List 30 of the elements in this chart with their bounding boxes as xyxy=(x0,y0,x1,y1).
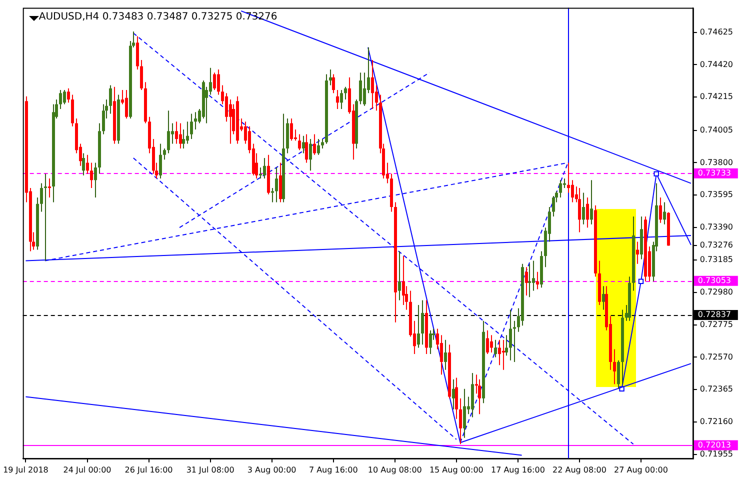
x-tick-label: 10 Aug 08:00 xyxy=(368,465,422,474)
y-tick-label: 0.74005 xyxy=(700,125,734,134)
x-tick-label: 22 Aug 08:00 xyxy=(552,465,606,474)
y-tick-label: 0.72160 xyxy=(700,417,734,426)
y-tick-label: 0.73800 xyxy=(700,158,734,167)
y-tick-label: 0.74625 xyxy=(700,27,734,36)
y-tick-label: 0.72980 xyxy=(700,287,734,296)
y-tick-label: 0.73185 xyxy=(700,255,734,264)
y-tick-label: 0.74420 xyxy=(700,60,734,69)
y-tick-label: 0.71955 xyxy=(700,450,734,459)
x-tick-label: 19 Jul 2018 xyxy=(3,465,48,474)
y-tick-label: 0.73595 xyxy=(700,190,734,200)
x-tick-label: 31 Jul 08:00 xyxy=(186,465,234,474)
x-tick-label: 17 Aug 16:00 xyxy=(490,465,545,474)
x-tick-label: 7 Aug 16:00 xyxy=(308,465,358,474)
y-tick-label: 0.73276 xyxy=(700,240,734,250)
x-tick-label: 27 Aug 00:00 xyxy=(614,465,668,474)
ref-line-label: 0.72837 xyxy=(698,310,732,320)
x-tick-label: 24 Jul 00:00 xyxy=(63,465,112,474)
x-tick-label: 26 Jul 16:00 xyxy=(124,465,173,474)
x-tick-label: 3 Aug 00:00 xyxy=(247,465,296,474)
y-tick-label: 0.73390 xyxy=(700,222,734,232)
ref-line-label: 0.72013 xyxy=(698,440,732,450)
x-tick-label: 15 Aug 00:00 xyxy=(429,465,484,474)
ref-line-label: 0.73733 xyxy=(698,168,732,178)
y-tick-label: 0.72570 xyxy=(700,352,734,362)
y-tick-label: 0.72775 xyxy=(700,320,734,329)
y-tick-label: 0.74215 xyxy=(700,92,734,102)
ref-line-label: 0.73053 xyxy=(698,276,732,285)
y-tick-label: 0.72365 xyxy=(700,384,734,394)
